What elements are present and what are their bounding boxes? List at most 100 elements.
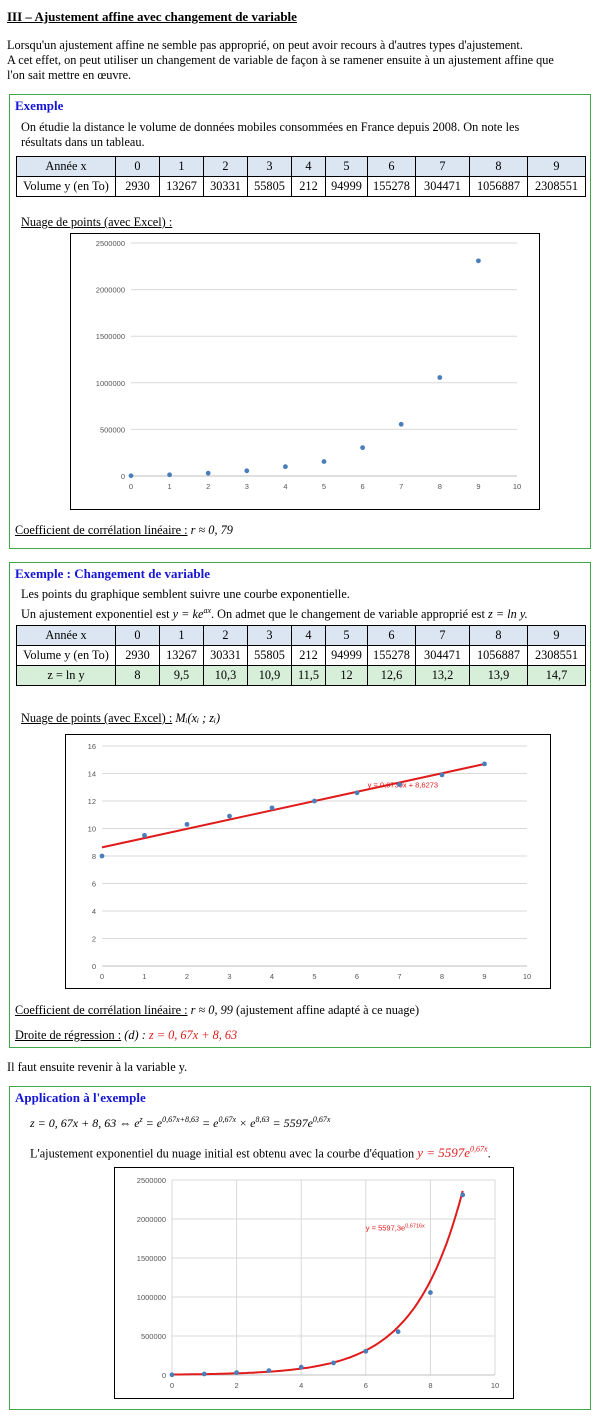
corr-value-2: r ≈ 0, 99 bbox=[190, 1003, 233, 1017]
y-tick-label: 1000000 bbox=[96, 379, 125, 388]
table-row-y: Volume y (en To) 2930 13267 30331 55805 212 9… bbox=[16, 176, 586, 197]
corr-note-2: (ajustement affine adapté à ce nuage) bbox=[235, 1003, 420, 1017]
y-cell: 2930 bbox=[115, 645, 160, 666]
y-cell: 304471 bbox=[415, 645, 470, 666]
data-point bbox=[398, 421, 404, 427]
x-tick-label: 2 bbox=[235, 1381, 239, 1390]
y-cell: 13267 bbox=[159, 645, 204, 666]
y-tick-label: 1500000 bbox=[137, 1254, 166, 1263]
example-heading: Exemple bbox=[15, 98, 64, 113]
data-point bbox=[331, 1360, 336, 1366]
change-variable-heading: Exemple : Changement de variable bbox=[15, 566, 210, 581]
table2-row-y: Volume y (en To) 2930 13267 30331 55805 212 9… bbox=[16, 645, 586, 666]
x-cell: 8 bbox=[469, 156, 528, 177]
data-point bbox=[312, 798, 317, 804]
y-tick-label: 2500000 bbox=[96, 239, 125, 248]
intro-line-2: A cet effet, on peut utiliser un changem… bbox=[7, 53, 554, 67]
x-cell: 9 bbox=[527, 625, 586, 646]
x-cell: 1 bbox=[159, 156, 204, 177]
data-point bbox=[354, 790, 360, 796]
y-tick-label: 0 bbox=[162, 1371, 166, 1380]
x-tick-label: 1 bbox=[168, 482, 172, 491]
linear-trendline bbox=[101, 763, 485, 849]
exponential-trendline bbox=[171, 1190, 464, 1376]
y-cell: 2930 bbox=[115, 176, 160, 197]
x-cell: 2 bbox=[203, 625, 248, 646]
chart-3: 0 500000 1000000 1500000 2000000 2500000 0 2 4 6 8… bbox=[114, 1167, 514, 1399]
scatter-chart-3: 0 500000 1000000 1500000 2000000 2500000 0 2 4 6 8… bbox=[137, 1176, 499, 1390]
x-tick-label: 5 bbox=[312, 972, 316, 981]
x-tick-label: 10 bbox=[513, 482, 521, 491]
x-cell: 6 bbox=[367, 156, 416, 177]
y-tick-label: 6 bbox=[92, 880, 96, 889]
data-point bbox=[128, 473, 134, 479]
y-tick-label: 2000000 bbox=[96, 286, 125, 295]
cloud-label-1: Nuage de points (avec Excel) : bbox=[21, 215, 173, 229]
y-tick-label: 14 bbox=[88, 770, 96, 779]
y-cell: 94999 bbox=[325, 645, 368, 666]
y-tick-label: 10 bbox=[88, 825, 96, 834]
x-cell: 9 bbox=[527, 156, 586, 177]
y-tick-label: 500000 bbox=[100, 425, 125, 434]
formula-y-kex: y = keax bbox=[172, 606, 212, 622]
row-label-x: Année x bbox=[16, 156, 116, 177]
x-tick-label: 0 bbox=[100, 972, 104, 981]
data-point bbox=[298, 1364, 304, 1370]
regression-label: Droite de régression : bbox=[15, 1028, 122, 1042]
x-cell: 7 bbox=[415, 625, 470, 646]
y-tick-label: 2500000 bbox=[137, 1176, 166, 1185]
y-cell: 30331 bbox=[203, 645, 248, 666]
x-tick-label: 8 bbox=[428, 1381, 432, 1390]
example-text-2: résultats dans un tableau. bbox=[21, 135, 145, 149]
data-point bbox=[269, 805, 275, 811]
table2-row-z: z = ln y 8 9,5 10,3 10,9 11,5 12 12,6 13,2 13,9 1… bbox=[16, 665, 586, 686]
application-heading: Application à l'exemple bbox=[15, 1090, 146, 1105]
data-point bbox=[321, 459, 327, 464]
x-tick-label: 9 bbox=[476, 482, 480, 491]
corr-line-1: Coefficient de corrélation linéaire : r … bbox=[15, 523, 233, 538]
cloud-label-2: Nuage de points (avec Excel) : bbox=[21, 711, 173, 725]
corr-label-1: Coefficient de corrélation linéaire : bbox=[15, 523, 188, 537]
application-equation: z = 0, 67x + 8, 63 ⇔ ez = e0,67x+8,63 = … bbox=[30, 1115, 331, 1130]
intro-line-3: l'on sait mettre en œuvre. bbox=[7, 68, 132, 82]
data-point bbox=[437, 375, 443, 380]
trendline-label: y = 0,6739x + 8,6273 bbox=[368, 780, 438, 789]
z-cell: 10,3 bbox=[203, 665, 248, 686]
example-box: Exemple On étudie la distance le volume … bbox=[9, 94, 591, 549]
trendline-label-exp: 0,6716x bbox=[405, 1224, 425, 1230]
row2-label-y: Volume y (en To) bbox=[16, 645, 116, 666]
y-tick-label: 0 bbox=[121, 472, 125, 481]
x-tick-label: 2 bbox=[185, 972, 189, 981]
x-cell: 5 bbox=[325, 625, 368, 646]
data-point bbox=[142, 832, 147, 838]
application-text: L'ajustement exponentiel du nuage initia… bbox=[30, 1145, 491, 1161]
intro-line-1: Lorsqu'un ajustement affine ne semble pa… bbox=[7, 38, 523, 52]
corr-line-2: Coefficient de corrélation linéaire : r … bbox=[15, 1003, 419, 1018]
y-tick-label: 1500000 bbox=[96, 332, 125, 341]
y-cell: 94999 bbox=[325, 176, 368, 197]
data-point bbox=[397, 782, 402, 787]
data-point bbox=[428, 1290, 433, 1295]
x-cell: 5 bbox=[325, 156, 368, 177]
y-cell: 1056887 bbox=[469, 176, 528, 197]
y-tick-label: 0 bbox=[92, 962, 96, 971]
z-cell: 11,5 bbox=[291, 665, 326, 686]
data-point bbox=[363, 1348, 369, 1354]
regression-d: (d) : bbox=[124, 1028, 146, 1042]
x-tick-label: 6 bbox=[355, 972, 359, 981]
y-tick-label: 12 bbox=[88, 797, 96, 806]
y-cell: 212 bbox=[291, 176, 326, 197]
y-cell: 2308551 bbox=[527, 176, 586, 197]
x-tick-label: 6 bbox=[364, 1381, 368, 1390]
y-tick-label: 1000000 bbox=[137, 1293, 166, 1302]
z-cell: 12,6 bbox=[367, 665, 416, 686]
row2-label-z: z = ln y bbox=[16, 665, 116, 686]
y-tick-label: 2 bbox=[92, 935, 96, 944]
data-point bbox=[482, 761, 487, 767]
x-cell: 8 bbox=[469, 625, 528, 646]
y-tick-label: 8 bbox=[92, 852, 96, 861]
x-cell: 6 bbox=[367, 625, 416, 646]
row2-label-x: Année x bbox=[16, 625, 116, 646]
